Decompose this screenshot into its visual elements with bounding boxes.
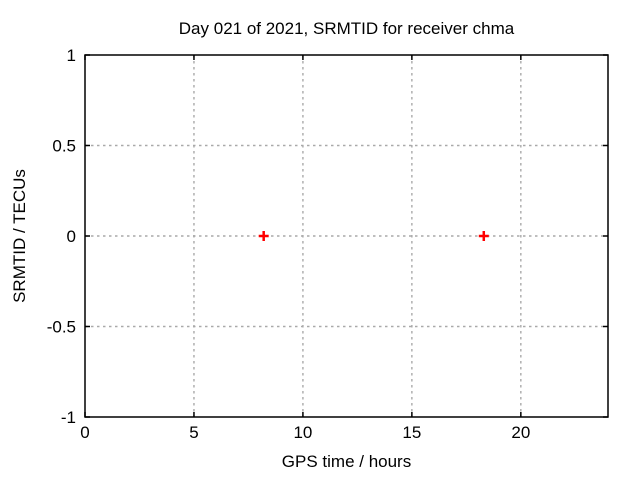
y-tick-label: 0.5 [52,137,76,156]
x-axis-label: GPS time / hours [281,452,412,471]
y-tick-label: 1 [67,46,76,65]
y-tick-label: -0.5 [47,318,76,337]
x-tick-label: 10 [293,423,312,442]
y-axis-label: SRMTID / TECUs [10,169,29,303]
chart-title: Day 021 of 2021, SRMTID for receiver chm… [178,19,515,38]
x-tick-label: 20 [511,423,530,442]
y-tick-label: -1 [61,408,76,427]
x-tick-label: 15 [402,423,421,442]
y-tick-label: 0 [67,227,76,246]
x-tick-label: 0 [80,423,89,442]
x-tick-label: 5 [189,423,198,442]
